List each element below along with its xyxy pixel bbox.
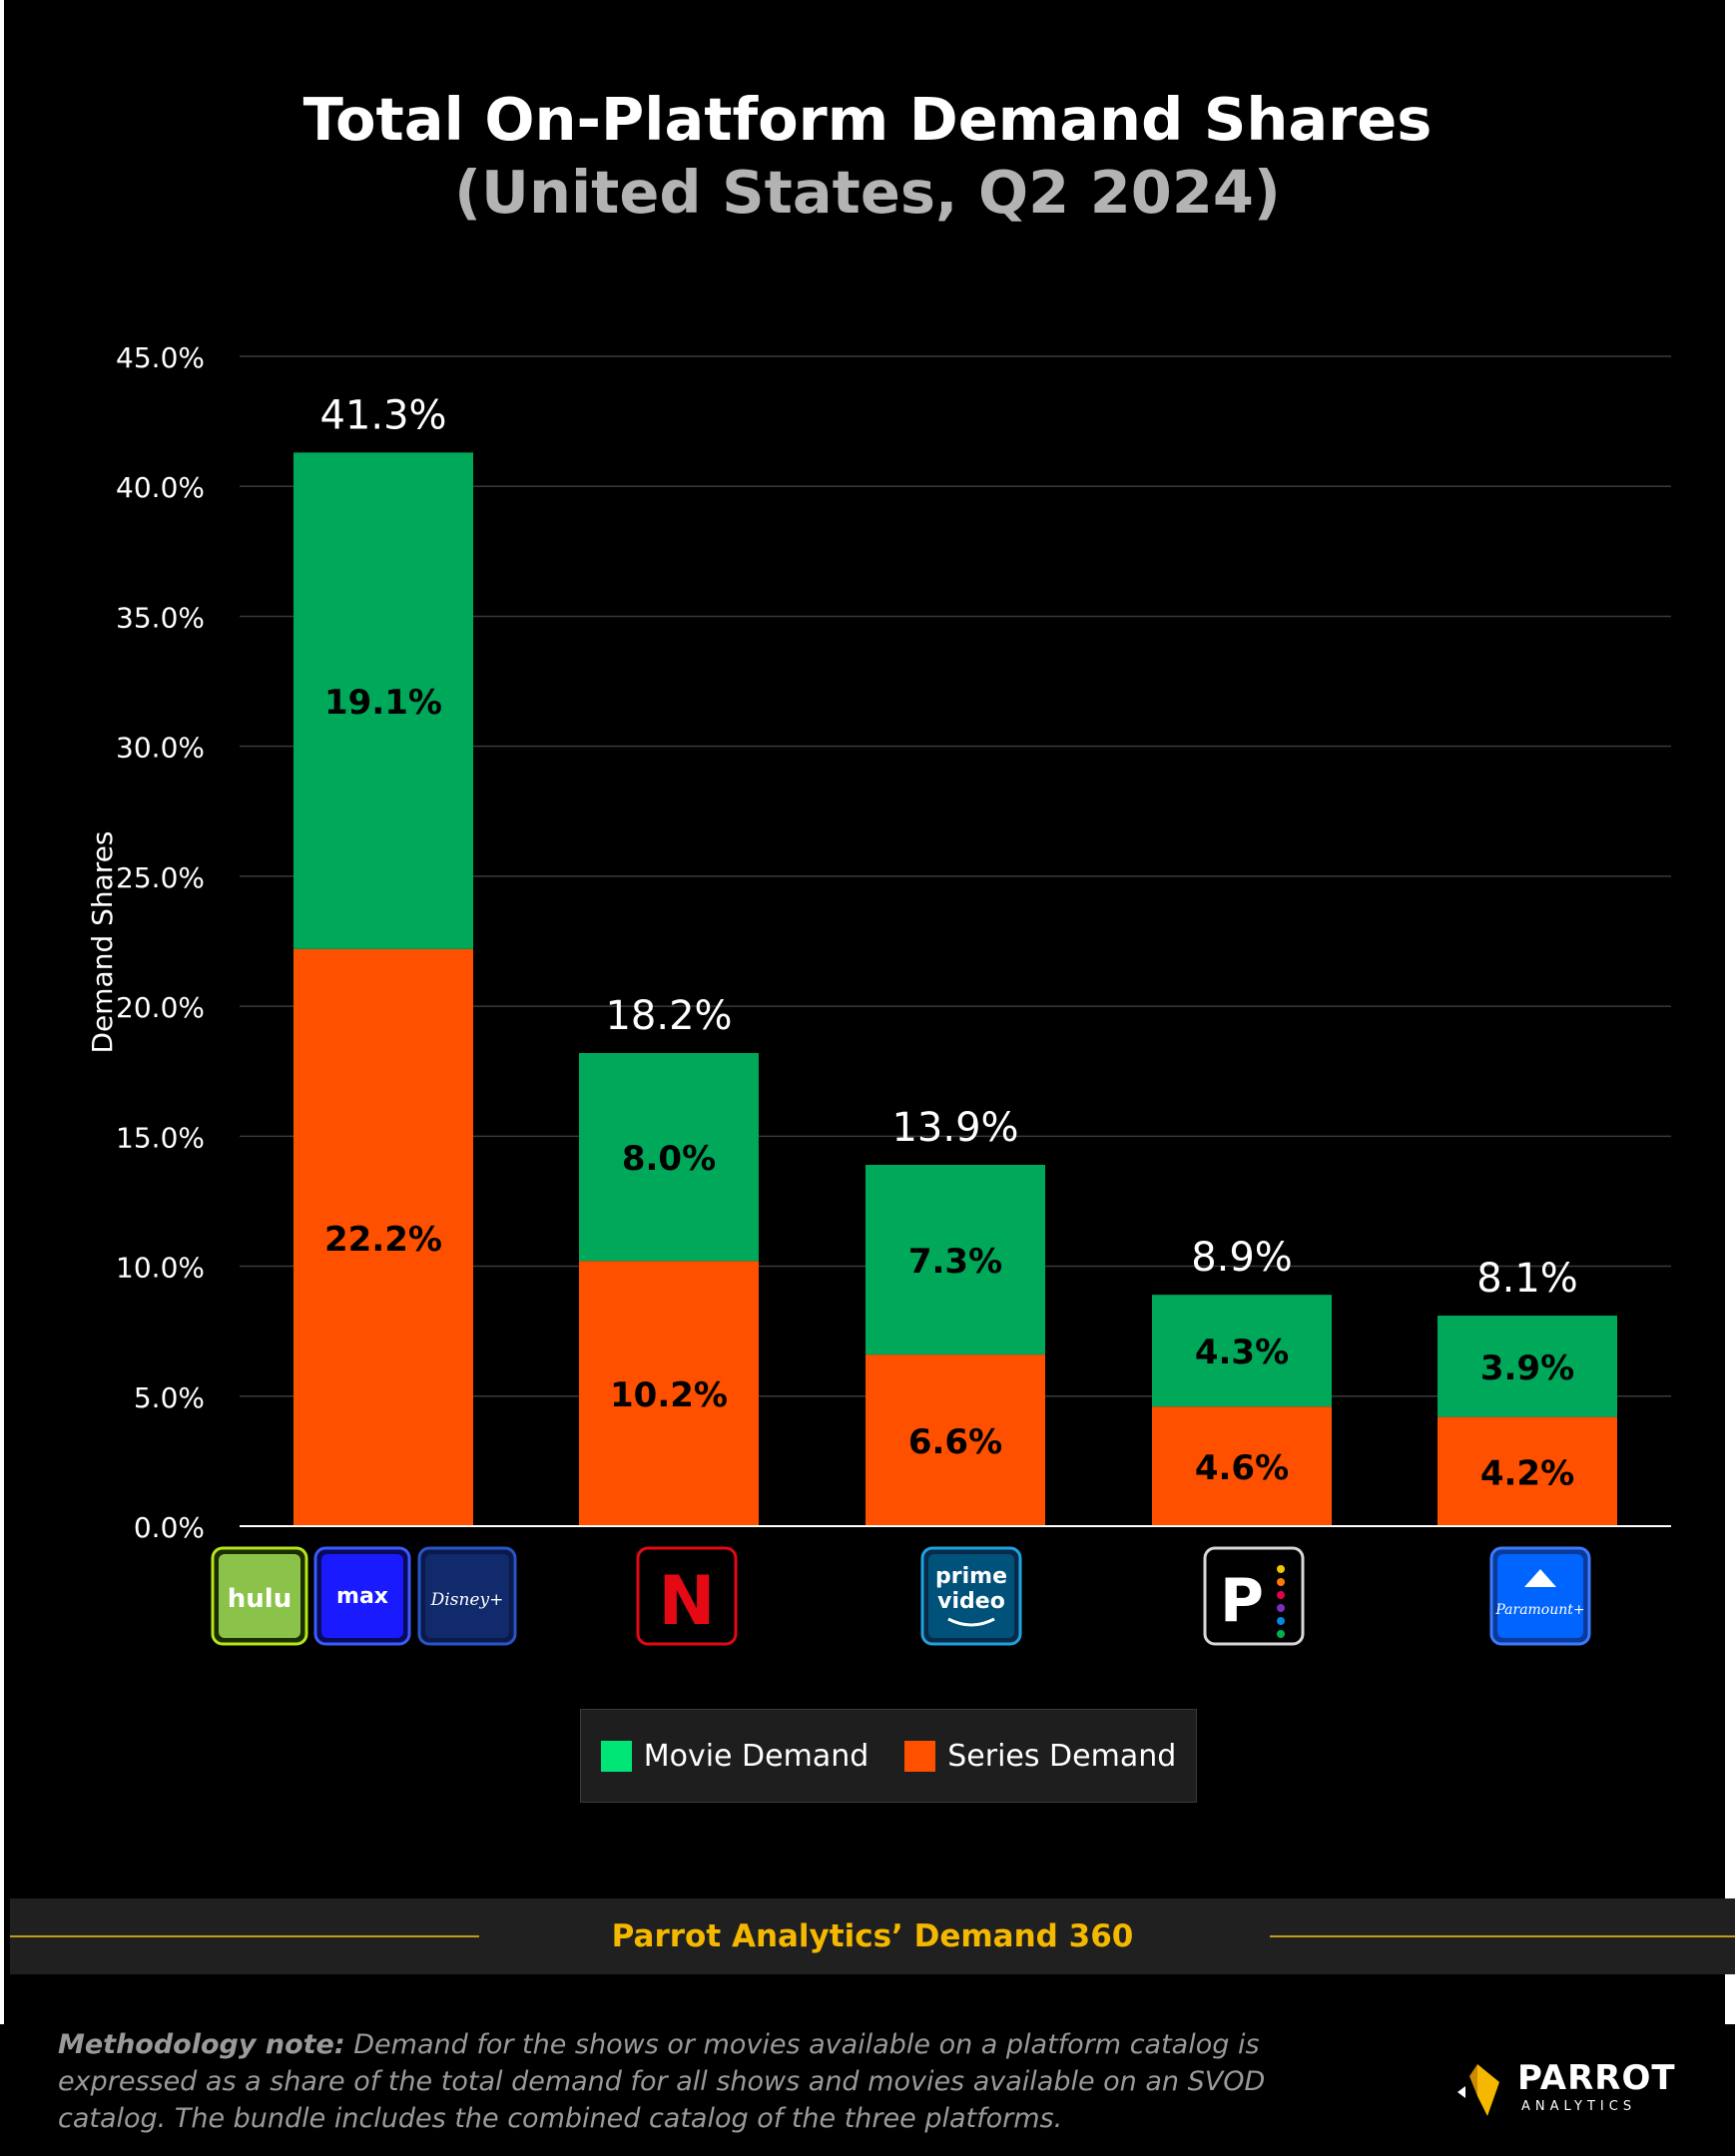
y-tick-label: 30.0%	[116, 732, 205, 765]
y-tick-label: 5.0%	[134, 1381, 205, 1414]
y-tick-label: 40.0%	[116, 471, 205, 504]
chart-subtitle: (United States, Q2 2024)	[454, 158, 1281, 227]
total-value-label: 8.1%	[1476, 1256, 1578, 1302]
segment-value-label: 4.3%	[1195, 1333, 1289, 1372]
legend-label-series: Series Demand	[947, 1738, 1177, 1774]
prime-smile-icon	[947, 1617, 995, 1627]
segment-value-label: 8.0%	[622, 1139, 716, 1179]
segment-value-label: 4.6%	[1195, 1448, 1289, 1488]
chart-title: Total On-Platform Demand Shares	[302, 85, 1433, 154]
bar-segment-movie-demand	[866, 1164, 1045, 1355]
frame-left-border	[0, 0, 4, 2026]
y-tick-label: 10.0%	[116, 1252, 205, 1285]
logo-paramount: Paramount+	[1489, 1546, 1591, 1646]
max-logo-text: max	[336, 1584, 388, 1609]
peacock-dot-purple	[1277, 1604, 1285, 1612]
title-block: Total On-Platform Demand Shares (United …	[0, 85, 1735, 231]
parrot-icon	[1457, 2064, 1499, 2116]
y-tick-label: 35.0%	[116, 601, 205, 634]
peacock-dot-green	[1277, 1630, 1285, 1638]
peacock-logo-text: P	[1220, 1566, 1264, 1636]
y-tick-label: 20.0%	[116, 991, 205, 1024]
peacock-dot-red	[1277, 1591, 1285, 1599]
prime-logo-fill	[928, 1554, 1014, 1638]
logo-peacock: P	[1203, 1546, 1305, 1646]
bar-segment-movie-demand	[579, 1052, 759, 1262]
y-tick-label: 25.0%	[116, 861, 205, 894]
brand-logo: PARROT ANALYTICS	[1447, 2056, 1697, 2126]
paramount-mountain-icon	[1524, 1569, 1556, 1587]
legend-item-movie: Movie Demand	[600, 1738, 869, 1774]
netflix-logo-text: N	[659, 1562, 716, 1641]
bars	[293, 452, 1617, 1526]
legend-swatch-movie	[600, 1740, 632, 1772]
footer	[0, 2024, 1735, 2156]
legend-label-movie: Movie Demand	[643, 1738, 869, 1774]
methodology-text: Demand for the shows or movies available…	[58, 2029, 1266, 2134]
bar-segment-series-demand	[866, 1354, 1045, 1526]
segment-value-label: 10.2%	[610, 1375, 728, 1415]
bar-segment-series-demand	[293, 948, 473, 1526]
chart-plot: 0.0% 5.0% 10.0% 15.0% 20.0% 25.0% 30.0% 35.0% 40…	[86, 341, 1671, 1646]
logo-netflix: N	[636, 1546, 738, 1646]
bar-segment-movie-demand	[293, 452, 473, 949]
methodology-label: Methodology note:	[58, 2029, 345, 2060]
legend-swatch-series	[904, 1740, 936, 1772]
source-text: Parrot Analytics’ Demand 360	[611, 1918, 1134, 1954]
total-value-label: 8.9%	[1191, 1235, 1293, 1281]
hulu-logo-text: hulu	[228, 1584, 291, 1614]
brand-name: PARROT	[1517, 2058, 1676, 2098]
disney-logo-text: Disney+	[430, 1590, 504, 1610]
bar-segment-series-demand	[1152, 1406, 1332, 1526]
peacock-dot-yellow	[1277, 1565, 1285, 1573]
prime-logo-line2: video	[937, 1589, 1005, 1614]
source-rule-left	[10, 1935, 479, 1937]
segment-value-label: 3.9%	[1480, 1348, 1574, 1388]
logo-max: max	[313, 1546, 411, 1646]
hulu-logo-fill	[219, 1554, 300, 1638]
disney-logo-fill	[425, 1554, 509, 1638]
grid-lines	[240, 355, 1671, 1397]
y-tick-label: 0.0%	[134, 1511, 205, 1544]
segment-value-label: 22.2%	[324, 1220, 442, 1260]
total-value-label: 41.3%	[319, 392, 446, 438]
paramount-logo-text: Paramount+	[1494, 1602, 1584, 1618]
logo-prime-video: prime video	[920, 1546, 1022, 1646]
y-tick-label: 15.0%	[116, 1121, 205, 1154]
legend-item-series: Series Demand	[904, 1739, 1176, 1774]
bar-segment-series-demand	[579, 1261, 759, 1526]
methodology-note: Methodology note: Demand for the shows o…	[58, 2026, 1376, 2137]
frame-right-border	[1725, 0, 1735, 2026]
y-tick-label: 45.0%	[116, 341, 205, 374]
data-labels: 22.2% 19.1% 41.3% 10.2% 8.0% 18.2% 6.6% 7.3% 13.…	[319, 392, 1577, 1493]
source-band: Parrot Analytics’ Demand 360	[10, 1898, 1735, 1974]
peacock-dot-blue	[1277, 1617, 1285, 1625]
logo-disney: Disney+	[417, 1546, 517, 1646]
chart-legend: Movie Demand Series Demand	[580, 1709, 1197, 1803]
total-value-label: 13.9%	[891, 1105, 1018, 1151]
max-logo-fill	[321, 1554, 403, 1638]
bar-segment-series-demand	[1438, 1416, 1617, 1526]
prime-logo-line1: prime	[935, 1564, 1007, 1589]
segment-value-label: 19.1%	[324, 683, 442, 723]
brand-subtitle: ANALYTICS	[1521, 2099, 1637, 2114]
segment-value-label: 6.6%	[908, 1422, 1002, 1462]
paramount-logo-fill	[1497, 1554, 1583, 1638]
netflix-logo-frame	[636, 1546, 738, 1646]
segment-value-label: 4.2%	[1480, 1453, 1574, 1493]
y-tick-labels: 0.0% 5.0% 10.0% 15.0% 20.0% 25.0% 30.0% 35.0% 40…	[116, 341, 205, 1544]
y-axis-label: Demand Shares	[86, 830, 119, 1053]
total-value-label: 18.2%	[605, 993, 732, 1039]
source-rule-right	[1270, 1935, 1735, 1937]
bar-segment-movie-demand	[1438, 1316, 1617, 1417]
segment-value-label: 7.3%	[908, 1242, 1002, 1282]
peacock-dot-orange	[1277, 1578, 1285, 1586]
bar-segment-movie-demand	[1152, 1295, 1332, 1407]
logo-hulu: hulu	[211, 1546, 308, 1646]
